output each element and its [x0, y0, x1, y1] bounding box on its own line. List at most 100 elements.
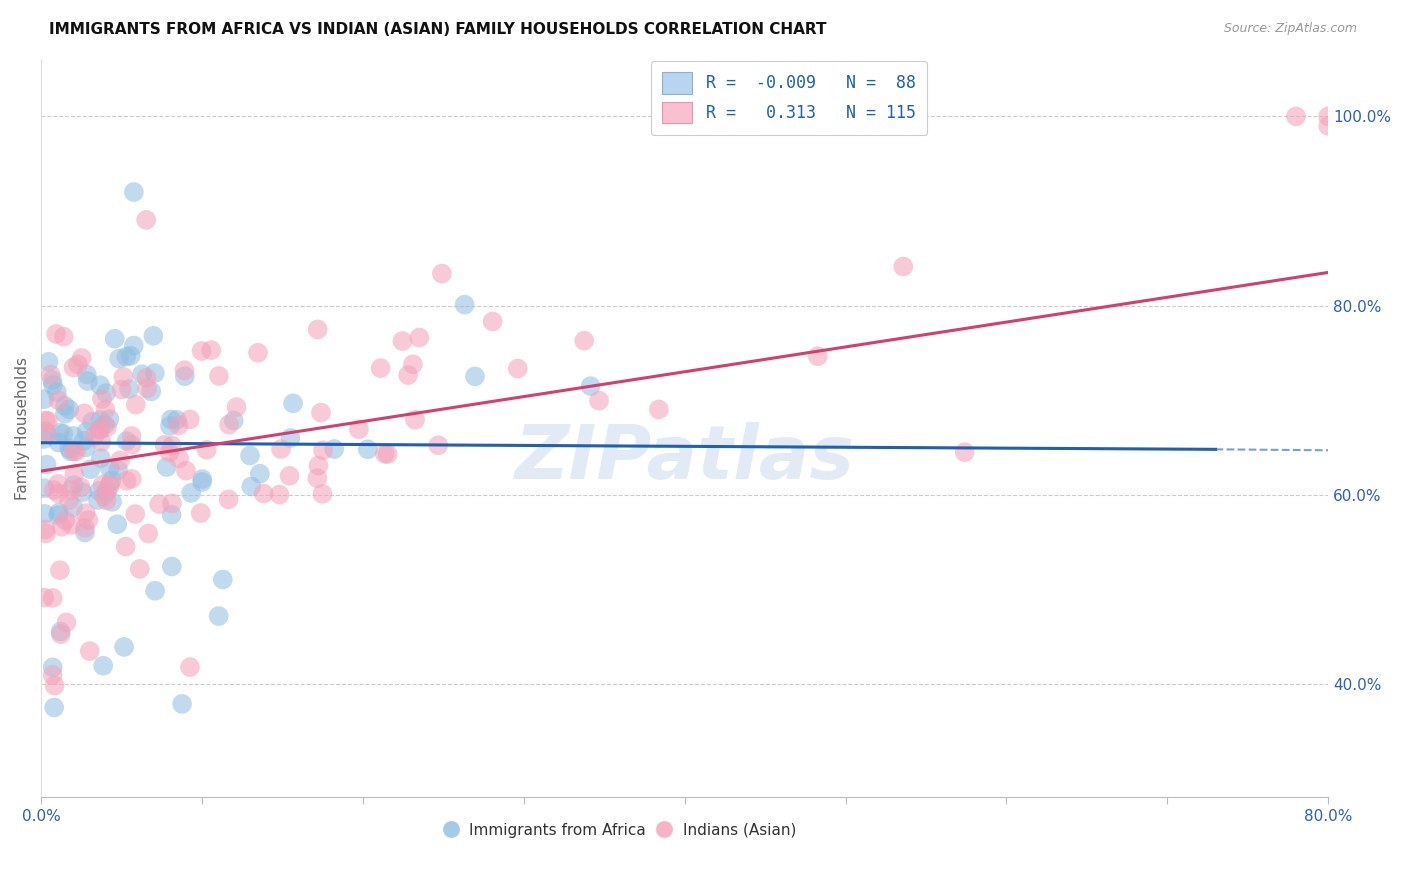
Point [77, 513, 100, 527]
Point [225, 400, 247, 414]
Point [174, 464, 197, 478]
Point [167, 451, 190, 466]
Point [135, 213, 157, 227]
Point [70, 351, 93, 365]
Point [377, 447, 399, 461]
Point [222, 413, 245, 427]
Point [96, 484, 118, 499]
Point [107, 463, 129, 477]
Point [35, 413, 58, 427]
Point [464, 369, 486, 384]
Point [309, 406, 332, 420]
Point [218, 492, 240, 507]
Point [34, 523, 56, 537]
Point [240, 479, 263, 493]
Point [125, 398, 148, 412]
Point [308, 458, 330, 473]
Point [49, 627, 72, 641]
Point [374, 447, 396, 461]
Point [159, 419, 181, 434]
Point [160, 496, 183, 510]
Point [153, 438, 176, 452]
Point [48, 506, 70, 520]
Point [121, 438, 143, 452]
Point [179, 412, 201, 426]
Point [122, 338, 145, 352]
Point [55, 615, 77, 630]
Point [45, 385, 67, 400]
Point [53, 399, 76, 413]
Point [69, 480, 91, 494]
Point [270, 442, 292, 456]
Point [453, 298, 475, 312]
Point [89, 378, 111, 392]
Point [481, 314, 503, 328]
Point [76, 374, 98, 388]
Point [96, 420, 118, 434]
Point [35, 526, 58, 541]
Point [110, 383, 132, 397]
Point [396, 368, 419, 383]
Point [122, 185, 145, 199]
Point [160, 559, 183, 574]
Point [190, 506, 212, 520]
Point [648, 402, 671, 417]
Point [62, 478, 84, 492]
Point [121, 429, 143, 443]
Point [427, 438, 450, 452]
Point [48, 435, 70, 450]
Point [63, 467, 86, 482]
Point [44, 679, 66, 693]
Point [112, 369, 135, 384]
Point [42, 483, 65, 497]
Point [89, 413, 111, 427]
Point [402, 357, 425, 371]
Point [46, 508, 69, 523]
Point [75, 506, 97, 520]
Point [39, 368, 62, 382]
Point [307, 322, 329, 336]
Point [48, 393, 70, 408]
Point [89, 422, 111, 436]
Point [191, 472, 214, 486]
Point [34, 481, 56, 495]
Point [891, 260, 914, 274]
Point [430, 267, 453, 281]
Point [73, 525, 96, 540]
Point [160, 508, 183, 522]
Text: IMMIGRANTS FROM AFRICA VS INDIAN (ASIAN) FAMILY HOUSEHOLDS CORRELATION CHART: IMMIGRANTS FROM AFRICA VS INDIAN (ASIAN)… [49, 22, 827, 37]
Point [79, 644, 101, 658]
Point [41, 373, 63, 387]
Point [89, 483, 111, 498]
Point [46, 477, 69, 491]
Point [105, 517, 128, 532]
Point [121, 472, 143, 486]
Point [98, 412, 121, 426]
Point [98, 461, 121, 475]
Point [114, 540, 136, 554]
Point [347, 422, 370, 436]
Point [391, 334, 413, 348]
Point [1285, 109, 1308, 123]
Point [79, 462, 101, 476]
Point [218, 417, 240, 432]
Point [131, 368, 153, 382]
Point [281, 396, 304, 410]
Point [211, 573, 233, 587]
Point [136, 526, 159, 541]
Point [190, 343, 212, 358]
Point [207, 609, 229, 624]
Point [98, 477, 121, 491]
Point [41, 660, 63, 674]
Point [90, 434, 112, 449]
Point [51, 520, 73, 534]
Point [34, 424, 56, 438]
Point [252, 486, 274, 500]
Point [63, 444, 86, 458]
Point [35, 426, 58, 441]
Point [574, 334, 596, 348]
Point [404, 413, 426, 427]
Point [70, 485, 93, 500]
Point [249, 467, 271, 481]
Point [73, 406, 96, 420]
